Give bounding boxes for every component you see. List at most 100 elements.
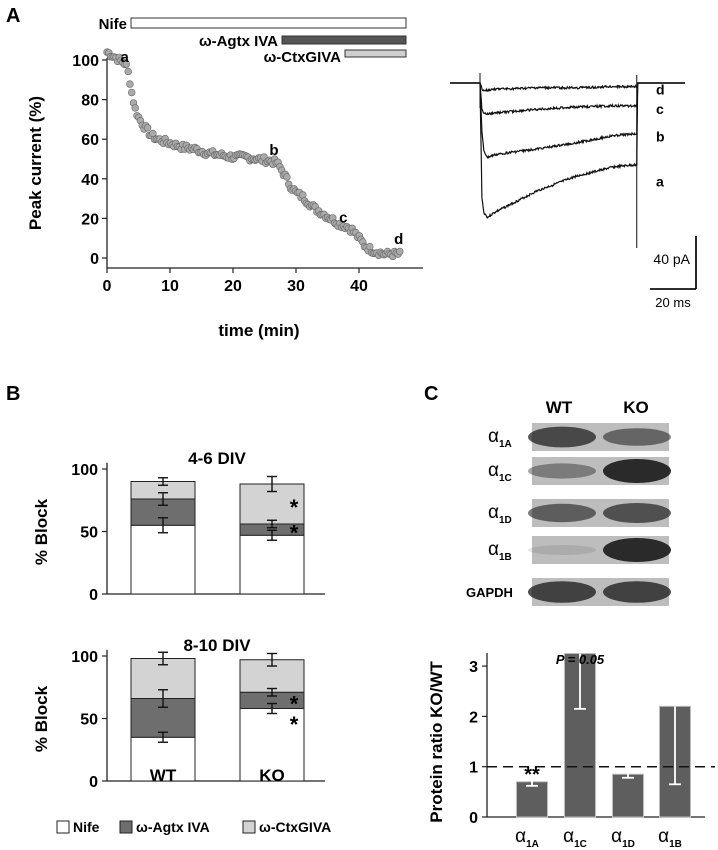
legend-swatch-ctx: [242, 820, 256, 834]
drug-label-nife: Nife: [99, 16, 127, 33]
y-axis-label: % Block: [32, 498, 51, 565]
subscript: 1D: [499, 515, 512, 526]
y-tick-label: 100: [71, 462, 98, 479]
bar-segment-ko-0: [239, 708, 305, 782]
y-tick-label: 100: [72, 53, 99, 70]
blot-row-label: GAPDH: [466, 585, 513, 600]
timecourse-ylabel: Peak current (%): [26, 96, 45, 230]
y-tick-label: 0: [89, 587, 98, 604]
panel-b-letter: B: [6, 383, 20, 405]
drug-label-ctx: ω-CtxGIVA: [264, 49, 342, 66]
y-tick-label: 100: [71, 649, 98, 666]
blot-header-wt: WT: [546, 398, 573, 417]
ratio-ylabel: Protein ratio KO/WT: [427, 661, 446, 823]
y-tick-label: 0: [469, 810, 478, 827]
x-tick-label: 10: [161, 278, 179, 295]
blot-band: [528, 503, 596, 523]
blot-band: [603, 459, 671, 483]
data-point: [143, 124, 152, 132]
trace-label-b: b: [656, 128, 665, 144]
data-point: [366, 242, 374, 251]
ratio-category-label: α1C: [563, 826, 587, 850]
scale-bar-current: 40 pA: [653, 251, 690, 267]
y-tick-label: 80: [81, 93, 99, 110]
data-point: [124, 67, 132, 76]
trace-label-c: c: [656, 101, 664, 117]
timecourse-xlabel: time (min): [218, 321, 299, 340]
point-label-c: c: [339, 209, 347, 226]
blot-header-ko: KO: [623, 398, 649, 417]
data-point: [131, 104, 139, 112]
drug-bar-ctx: [344, 49, 407, 58]
data-point: [122, 60, 131, 68]
subscript: 1D: [622, 839, 635, 850]
timecourse-point-labels: a b c d: [120, 49, 403, 248]
x-tick-label: 30: [287, 278, 305, 295]
trace-b: [450, 82, 685, 159]
blot-band: [603, 503, 671, 523]
p-value-annotation: P = 0.05: [556, 652, 605, 667]
x-tick-label: 0: [103, 278, 112, 295]
legend-label-ctx: ω-CtxGIVA: [259, 819, 331, 835]
category-wt: WT: [150, 766, 177, 785]
trace-d: [450, 82, 685, 93]
blot-band: [603, 428, 671, 446]
drug-bar-agtx: [281, 35, 407, 45]
chart-title: 8-10 DIV: [183, 636, 251, 655]
y-tick-label: 0: [90, 251, 99, 268]
panel-a-letter: A: [6, 5, 20, 27]
scale-bar-time: 20 ms: [655, 295, 691, 310]
y-tick-label: 40: [81, 172, 99, 189]
bar-segment-ko-2: [239, 483, 305, 525]
trace-c: [450, 82, 685, 116]
y-tick-label: 0: [89, 774, 98, 791]
data-point: [128, 88, 136, 97]
western-blot: α1A α1C α1D α1B GAPDH: [466, 423, 671, 606]
significance-stars: **: [524, 764, 540, 786]
y-tick-label: 20: [81, 211, 99, 228]
blot-band: [528, 545, 596, 555]
subscript: 1C: [499, 473, 512, 484]
point-label-d: d: [394, 231, 403, 248]
subscript: 1B: [499, 552, 512, 563]
y-tick-label: 3: [469, 659, 478, 676]
subscript: 1A: [499, 439, 512, 450]
bar-segment-wt-0: [130, 524, 196, 595]
ratio-bar-1D: [612, 773, 644, 818]
legend: Nife ω-Agtx IVA ω-CtxGIVA: [56, 819, 331, 835]
block-chart-4-6-div: 4-6 DIV 0 50 100 % Block **: [32, 449, 325, 604]
y-tick-label: 2: [469, 709, 478, 726]
subscript: 1A: [526, 839, 539, 850]
blot-band: [528, 426, 596, 448]
y-tick-label: 50: [80, 525, 98, 542]
point-label-a: a: [120, 49, 129, 66]
blot-band: [528, 581, 596, 603]
trace-label-d: d: [656, 82, 665, 98]
legend-swatch-agtx: [119, 820, 133, 834]
drug-label-agtx: ω-Agtx IVA: [199, 33, 278, 50]
blot-band: [528, 463, 596, 479]
timecourse-points: [103, 48, 404, 261]
significance-star: *: [290, 691, 299, 716]
trace-scale-bar: 40 pA 20 ms: [650, 236, 697, 310]
ratio-category-label: α1B: [658, 826, 682, 850]
blot-band: [603, 538, 671, 562]
x-tick-label: 20: [224, 278, 242, 295]
data-point: [126, 80, 134, 88]
x-tick-label: 40: [350, 278, 368, 295]
significance-star: *: [290, 495, 299, 520]
significance-star: *: [290, 712, 299, 737]
legend-label-agtx: ω-Agtx IVA: [136, 819, 210, 835]
drug-bars: Nife ω-Agtx IVA ω-CtxGIVA: [99, 16, 407, 66]
ratio-bar-1A: [516, 781, 548, 818]
legend-swatch-nife: [56, 820, 70, 834]
y-axis-label: % Block: [32, 685, 51, 752]
panel-c-letter: C: [424, 383, 438, 405]
subscript: 1B: [669, 839, 682, 850]
significance-star: *: [290, 521, 299, 546]
blot-row-label: α1D: [488, 502, 512, 526]
data-point: [283, 173, 291, 181]
blot-row-label: α1A: [488, 426, 512, 450]
protein-ratio-chart: 0 1 2 3 α1A α1C α1D α1B **: [469, 653, 715, 850]
